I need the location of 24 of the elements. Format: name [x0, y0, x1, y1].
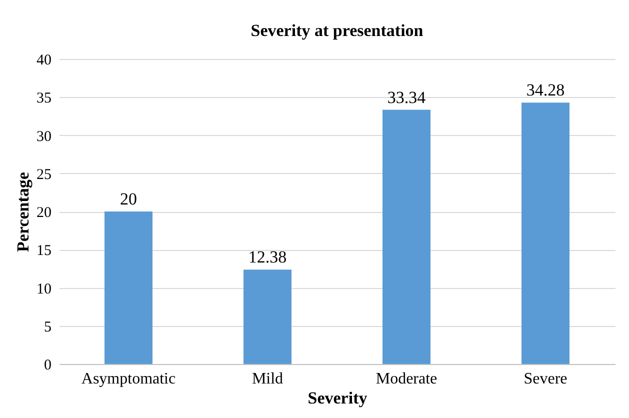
- data-label: 20: [120, 190, 137, 208]
- data-label: 33.34: [387, 88, 426, 107]
- x-tick-label: Asymptomatic: [81, 370, 176, 388]
- x-axis-title: Severity: [308, 388, 368, 408]
- y-tick-label: 0: [44, 358, 52, 374]
- y-tick-label: 20: [36, 205, 52, 221]
- y-tick-label: 5: [44, 319, 52, 336]
- bar: [382, 110, 430, 364]
- bar: [244, 270, 292, 364]
- y-tick-label: 10: [36, 281, 52, 298]
- y-tick-label: 30: [36, 128, 52, 145]
- x-tick-label: Mild: [252, 370, 284, 388]
- chart-title: Severity at presentation: [250, 21, 424, 40]
- x-tick-label: Severe: [524, 370, 568, 388]
- y-tick-label: 15: [36, 243, 52, 260]
- x-tick-label: Moderate: [376, 370, 438, 388]
- data-label: 34.28: [526, 80, 565, 100]
- bar: [104, 212, 152, 364]
- bar: [522, 102, 570, 364]
- data-label: 12.38: [248, 248, 287, 267]
- y-axis-title: Percentage: [14, 172, 32, 252]
- y-tick-label: 35: [36, 90, 52, 107]
- y-tick-label: 25: [36, 166, 52, 183]
- y-tick-label: 40: [36, 52, 52, 68]
